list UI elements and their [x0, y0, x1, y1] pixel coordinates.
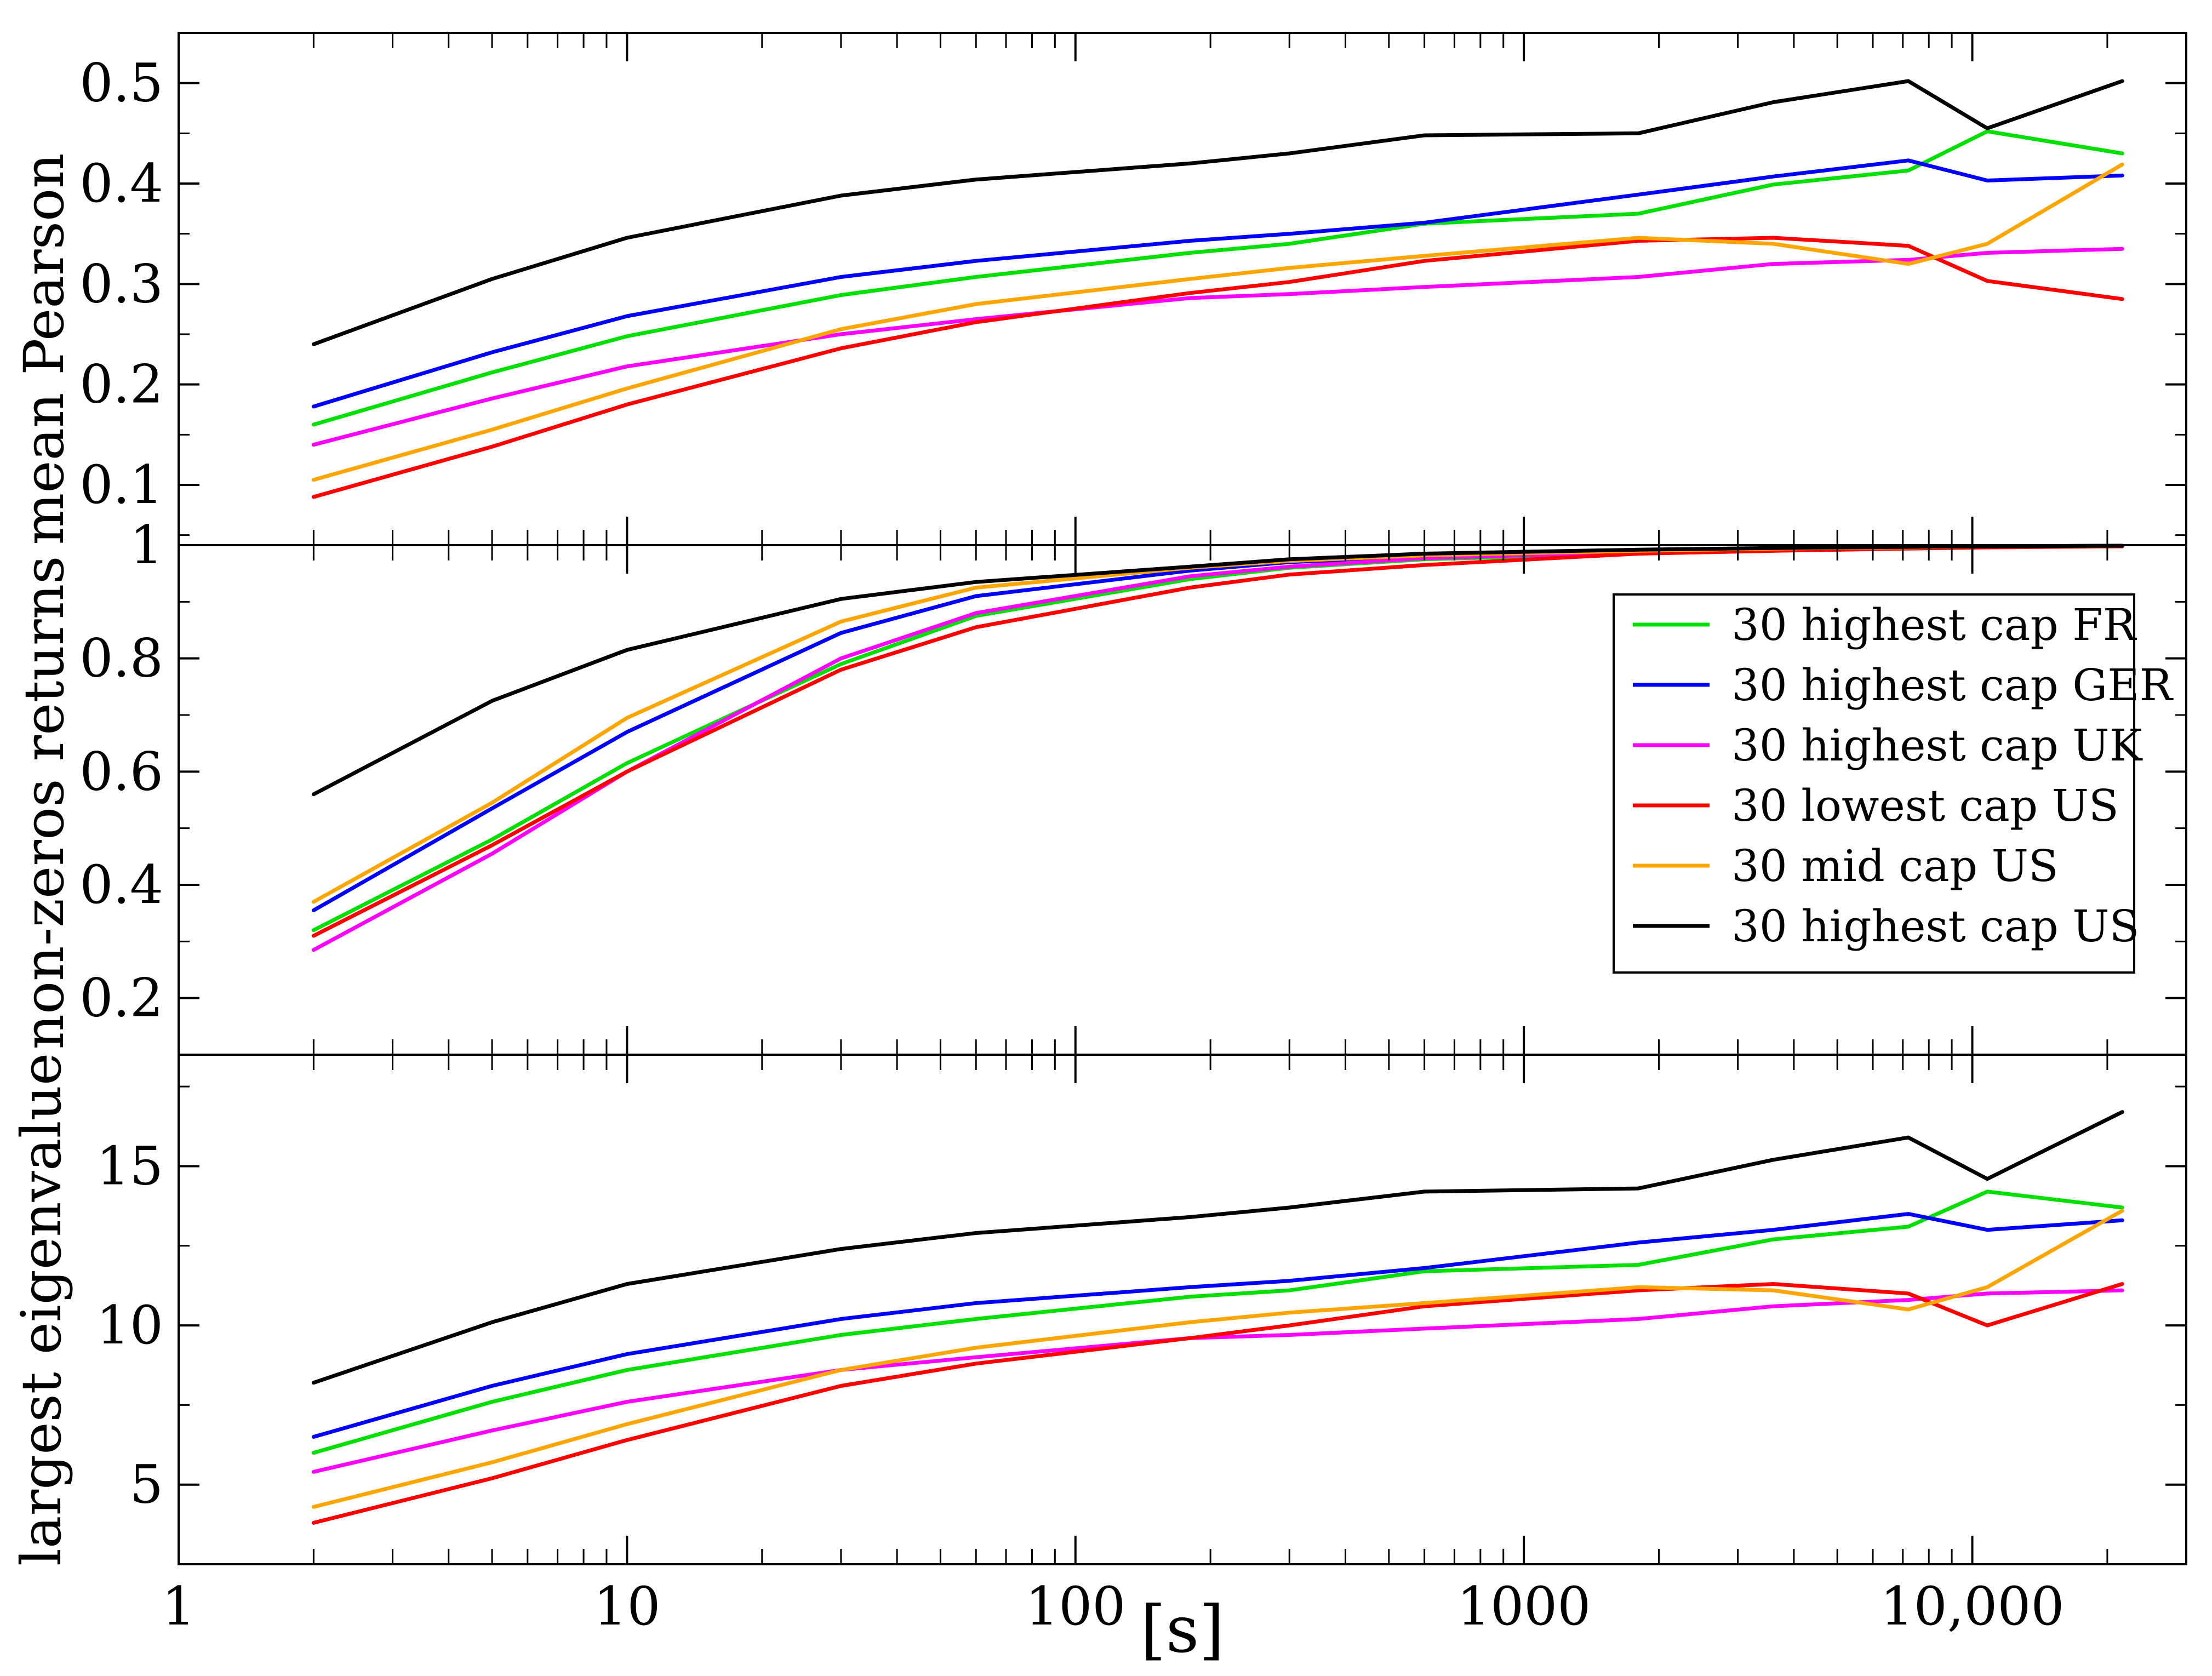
series-line-30-highest-cap-fr	[311, 1189, 2124, 1455]
y-tick-label: 5	[130, 1454, 163, 1515]
series-layer	[311, 79, 2124, 499]
y-tick-label: 0.6	[79, 741, 163, 802]
series-line-30-mid-cap-us	[311, 162, 2124, 482]
y-tick-label: 10	[96, 1295, 163, 1356]
legend-label: 30 highest cap FR	[1731, 599, 2137, 650]
y-tick-label: 1	[130, 514, 163, 576]
y-tick-label: 0.2	[79, 354, 163, 415]
panel-non-zeros-returns: 0.2 0.4 0.6 0.8 1 non-zeros returns	[12, 514, 2187, 1056]
y-tick-label: 0.2	[79, 968, 163, 1029]
legend-label: 30 highest cap GER	[1731, 660, 2174, 711]
y-tick-label: 0.1	[79, 454, 163, 516]
x-tick-label: 10	[593, 1576, 660, 1637]
series-line-30-highest-cap-uk	[311, 1288, 2124, 1474]
legend: 30 highest cap FR 30 highest cap GER 30 hi…	[1613, 593, 2174, 974]
x-tick-label: 10,000	[1881, 1576, 2065, 1637]
y-tick-label: 15	[96, 1135, 163, 1197]
series-line-30-highest-cap-ger	[311, 1212, 2124, 1439]
y-tick-label: 0.4	[79, 153, 163, 214]
series-line-30-highest-cap-uk	[311, 247, 2124, 447]
series-line-30-highest-cap-us	[311, 79, 2124, 346]
y-axis-label: largest eigenvalue	[9, 1053, 73, 1566]
x-tick-label: 1	[162, 1576, 195, 1637]
series-layer	[311, 1110, 2124, 1525]
x-tick-label: 100	[1025, 1576, 1125, 1637]
plot-frame	[178, 1054, 2187, 1565]
legend-label: 30 highest cap US	[1731, 901, 2139, 952]
tick-layer: 0.2 0.4 0.6 0.8 1	[79, 514, 2187, 1056]
panel-largest-eigenvalue: 5 10 15 1 10 100 1000 10,000 largest eigenvalue	[9, 1053, 2187, 1637]
series-line-30-lowest-cap-us	[311, 236, 2124, 499]
y-tick-label: 0.3	[79, 253, 163, 314]
legend-label: 30 lowest cap US	[1731, 780, 2119, 831]
legend-label: 30 highest cap UK	[1731, 720, 2143, 771]
legend-label: 30 mid cap US	[1731, 840, 2059, 891]
tick-layer: 5 10 15 1 10 100 1000 10,000	[96, 1054, 2187, 1637]
x-tick-label: 1000	[1457, 1576, 1591, 1637]
series-line-30-mid-cap-us	[311, 1209, 2124, 1509]
y-axis-label: non-zeros returns	[12, 556, 76, 1050]
y-tick-label: 0.5	[79, 53, 163, 114]
series-line-30-highest-cap-us	[311, 1110, 2124, 1385]
y-axis-label: mean Pearson	[12, 153, 76, 545]
series-line-30-highest-cap-fr	[311, 129, 2124, 427]
series-line-30-highest-cap-ger	[311, 158, 2124, 409]
y-tick-label: 0.8	[79, 628, 163, 689]
y-tick-label: 0.4	[79, 854, 163, 916]
legend-box	[1613, 593, 2135, 974]
x-axis-label: [s]	[1141, 1592, 1225, 1667]
series-line-30-lowest-cap-us	[311, 1282, 2124, 1525]
